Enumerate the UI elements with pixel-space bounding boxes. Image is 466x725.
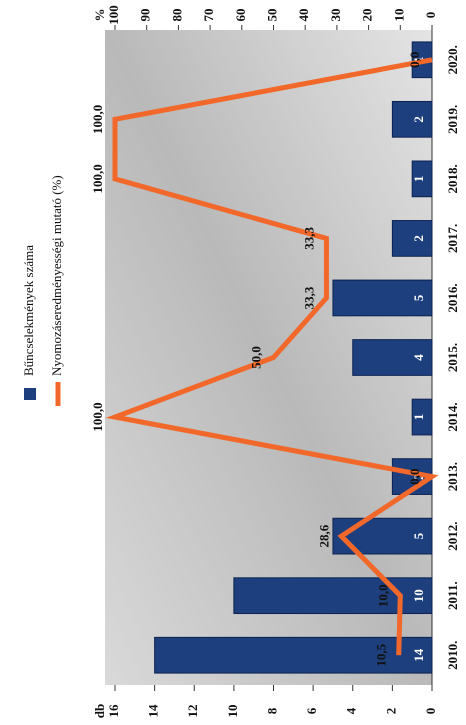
y-tick-label: 8 — [264, 707, 279, 714]
y-tick-label: 16 — [106, 704, 121, 718]
y-tick-label: 14 — [146, 704, 161, 718]
bar — [391, 220, 433, 257]
bar-value-label: 1 — [411, 176, 426, 183]
bar-value-label: 10 — [411, 589, 426, 602]
bar-value-label: 2 — [411, 235, 426, 242]
x-tick-label: 2019. — [445, 105, 460, 134]
x-tick-label: 2015. — [445, 343, 460, 372]
line-value-label: 33,3 — [301, 227, 316, 250]
legend-swatch — [24, 388, 36, 400]
y2-tick-label: 10 — [391, 9, 406, 22]
x-tick-label: 2014. — [445, 402, 460, 431]
line-value-label: 100,0 — [90, 402, 105, 431]
x-tick-label: 2018. — [445, 164, 460, 193]
y-tick-label: 4 — [344, 707, 359, 714]
bar — [411, 398, 433, 436]
line — [105, 57, 439, 656]
x-tick-label: 2017. — [445, 224, 460, 253]
bar — [352, 339, 433, 376]
bar-value-label: 5 — [411, 532, 426, 539]
y2-tick-label: 80 — [169, 9, 184, 22]
line-value-label: 50,0 — [248, 346, 263, 369]
bar-value-label: 14 — [411, 648, 426, 662]
y2-tick-label: 50 — [264, 9, 279, 22]
x-tick-label: 2016. — [445, 283, 460, 312]
x-tick-label: 2011. — [445, 581, 460, 610]
legend-label: Nyomozáseredményességi mutató (%) — [49, 175, 64, 376]
bar-value-label: 1 — [411, 414, 426, 421]
y2-tick-label: 0 — [423, 12, 438, 19]
line-value-label: 28,6 — [316, 524, 331, 547]
legend-label: Bűncselekmények száma — [21, 245, 36, 376]
bar-value-label: 2 — [411, 116, 426, 123]
y2-tick-label: 70 — [201, 9, 216, 22]
y2-axis-label: % — [92, 9, 107, 22]
bar — [154, 636, 433, 674]
line-value-label: 10,5 — [374, 643, 389, 666]
line-value-label: 100,0 — [90, 105, 105, 134]
y-axis-label: db — [92, 704, 107, 718]
x-tick-label: 2012. — [445, 522, 460, 551]
y2-tick-label: 40 — [296, 9, 311, 22]
y-tick-label: 12 — [185, 705, 200, 718]
y2-tick-label: 20 — [360, 9, 375, 22]
line-value-label: 33,3 — [301, 286, 316, 309]
y2-tick-label: 60 — [233, 9, 248, 22]
bar — [332, 279, 433, 317]
x-tick-label: 2010. — [445, 641, 460, 670]
line-value-label: 10,0 — [375, 584, 390, 607]
y2-tick-label: 100 — [106, 5, 121, 25]
x-tick-label: 2020. — [445, 45, 460, 74]
line-value-label: 100,0 — [90, 164, 105, 193]
bar — [411, 160, 433, 198]
y2-tick-label: 30 — [328, 9, 343, 22]
y-tick-label: 10 — [225, 705, 240, 718]
bar-value-label: 5 — [411, 294, 426, 301]
bar — [391, 100, 433, 138]
line-value-label: 0,0 — [407, 52, 422, 68]
y2-tick-label: 90 — [138, 9, 153, 22]
x-tick-label: 2013. — [445, 462, 460, 491]
line-value-label: 0,0 — [407, 468, 422, 484]
y-tick-label: 0 — [423, 708, 438, 715]
bar-value-label: 4 — [411, 354, 426, 361]
y-tick-label: 6 — [304, 707, 319, 714]
bar — [233, 577, 433, 615]
y-tick-label: 2 — [383, 708, 398, 715]
